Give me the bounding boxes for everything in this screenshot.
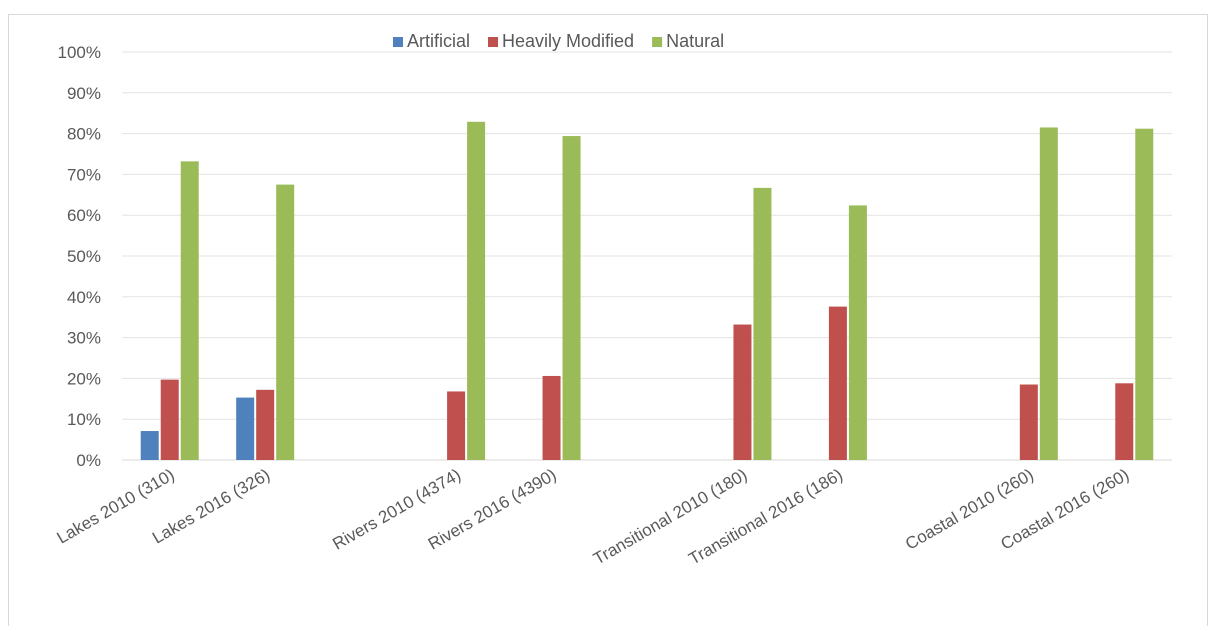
bar-natural: [276, 184, 295, 460]
bar-heavily-modified: [828, 306, 847, 460]
legend-label: Heavily Modified: [502, 31, 634, 51]
bar-heavily-modified: [542, 375, 561, 460]
y-tick-label: 70%: [67, 165, 101, 184]
y-tick-label: 80%: [67, 125, 101, 144]
bar-heavily-modified: [733, 324, 752, 460]
gridlines: [122, 51, 1172, 461]
y-tick-label: 50%: [67, 247, 101, 266]
legend-swatch: [488, 37, 499, 47]
bar-natural: [467, 121, 486, 460]
y-tick-label: 0%: [76, 451, 101, 470]
legend: Artificial Heavily Modified Natural: [393, 31, 724, 51]
x-tick-label: Transitional 2016 (186): [686, 465, 846, 569]
bar-heavily-modified: [447, 391, 466, 460]
x-tick-label: Transitional 2010 (180): [590, 465, 750, 569]
bar-heavily-modified: [160, 379, 179, 460]
bar-natural: [1039, 127, 1058, 460]
y-tick-label: 40%: [67, 288, 101, 307]
bar-natural: [1135, 128, 1154, 460]
bar-natural: [562, 136, 581, 460]
bar-natural: [848, 205, 867, 460]
bar-artificial: [236, 397, 255, 460]
bar-artificial: [140, 431, 159, 460]
bar-heavily-modified: [1019, 384, 1038, 460]
y-tick-label: 100%: [58, 43, 101, 62]
bar-heavily-modified: [1115, 383, 1134, 460]
bar-natural: [753, 187, 772, 460]
bar-heavily-modified: [256, 389, 275, 460]
legend-label: Artificial: [407, 31, 470, 51]
legend-label: Natural: [666, 31, 724, 51]
y-tick-label: 10%: [67, 410, 101, 429]
y-axis-tick-labels: 0% 10% 20% 30% 40% 50% 60% 70% 80% 90% 100%: [58, 43, 101, 470]
legend-swatch: [652, 37, 663, 47]
y-tick-label: 90%: [67, 84, 101, 103]
x-axis-tick-labels: Lakes 2010 (310)Lakes 2016 (326) Rivers 2…: [54, 465, 1133, 569]
bars: [140, 121, 1154, 460]
y-tick-label: 60%: [67, 206, 101, 225]
y-tick-label: 20%: [67, 369, 101, 388]
y-tick-label: 30%: [67, 329, 101, 348]
bar-chart: 0% 10% 20% 30% 40% 50% 60% 70% 80% 90% 100% Lakes …: [54, 31, 1172, 569]
chart-frame: 0% 10% 20% 30% 40% 50% 60% 70% 80% 90% 100% Lakes …: [8, 14, 1208, 626]
legend-swatch: [393, 37, 403, 47]
bar-natural: [180, 161, 199, 460]
